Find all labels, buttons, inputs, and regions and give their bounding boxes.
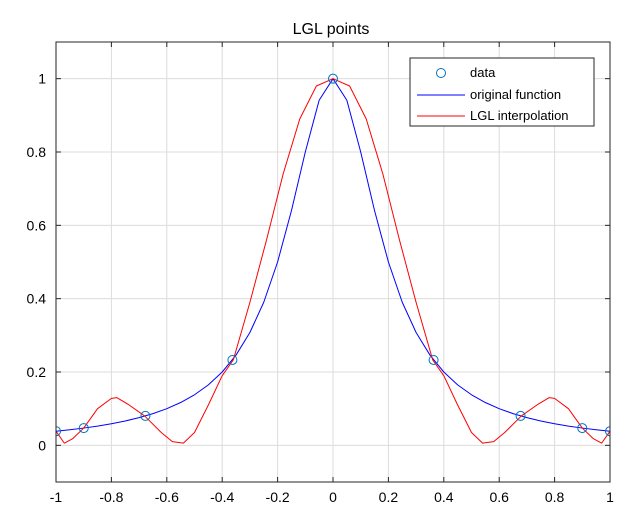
data-point [328, 73, 338, 84]
x-tick-label: -1 [50, 489, 63, 505]
data-point [227, 354, 238, 365]
x-tick-label: 0.2 [379, 489, 399, 505]
legend-entry-label: data [470, 65, 496, 80]
x-tick-label: -0.4 [210, 489, 234, 505]
data-point [428, 354, 439, 365]
x-tick-label: 0.6 [489, 489, 509, 505]
chart-title: LGL points [293, 21, 370, 38]
x-tick-label: -0.8 [99, 489, 123, 505]
x-tick-label: 0 [329, 489, 337, 505]
lgl-interpolation-line [56, 78, 610, 444]
axis-ticks: -1 -0.8 -0.6 -0.4 -0.2 0 0.2 0.4 0.6 0.8 1 0 0.2 0.4 0… [27, 42, 614, 505]
legend: data original function LGL interpolation [409, 57, 595, 127]
x-tick-label: -0.6 [155, 489, 179, 505]
y-tick-label: 0.2 [27, 364, 47, 380]
y-tick-label: 0.8 [27, 144, 47, 160]
legend-entry-label: LGL interpolation [470, 108, 569, 123]
series-layer [56, 73, 610, 444]
data-point [577, 423, 588, 434]
data-point [78, 423, 89, 434]
y-tick-label: 0 [38, 437, 46, 453]
x-tick-label: 0.4 [434, 489, 454, 505]
data-point [605, 426, 610, 437]
x-tick-label: -0.2 [266, 489, 290, 505]
data-point [56, 426, 61, 437]
data-point [140, 410, 151, 421]
x-tick-label: 1 [606, 489, 614, 505]
legend-marker-data [436, 68, 446, 78]
legend-entry-label: original function [470, 87, 561, 102]
y-tick-label: 0.4 [27, 291, 47, 307]
legend-box [409, 57, 595, 127]
y-tick-label: 1 [38, 71, 46, 87]
x-tick-label: 0.8 [545, 489, 565, 505]
data-point [515, 410, 526, 421]
y-tick-label: 0.6 [27, 217, 47, 233]
